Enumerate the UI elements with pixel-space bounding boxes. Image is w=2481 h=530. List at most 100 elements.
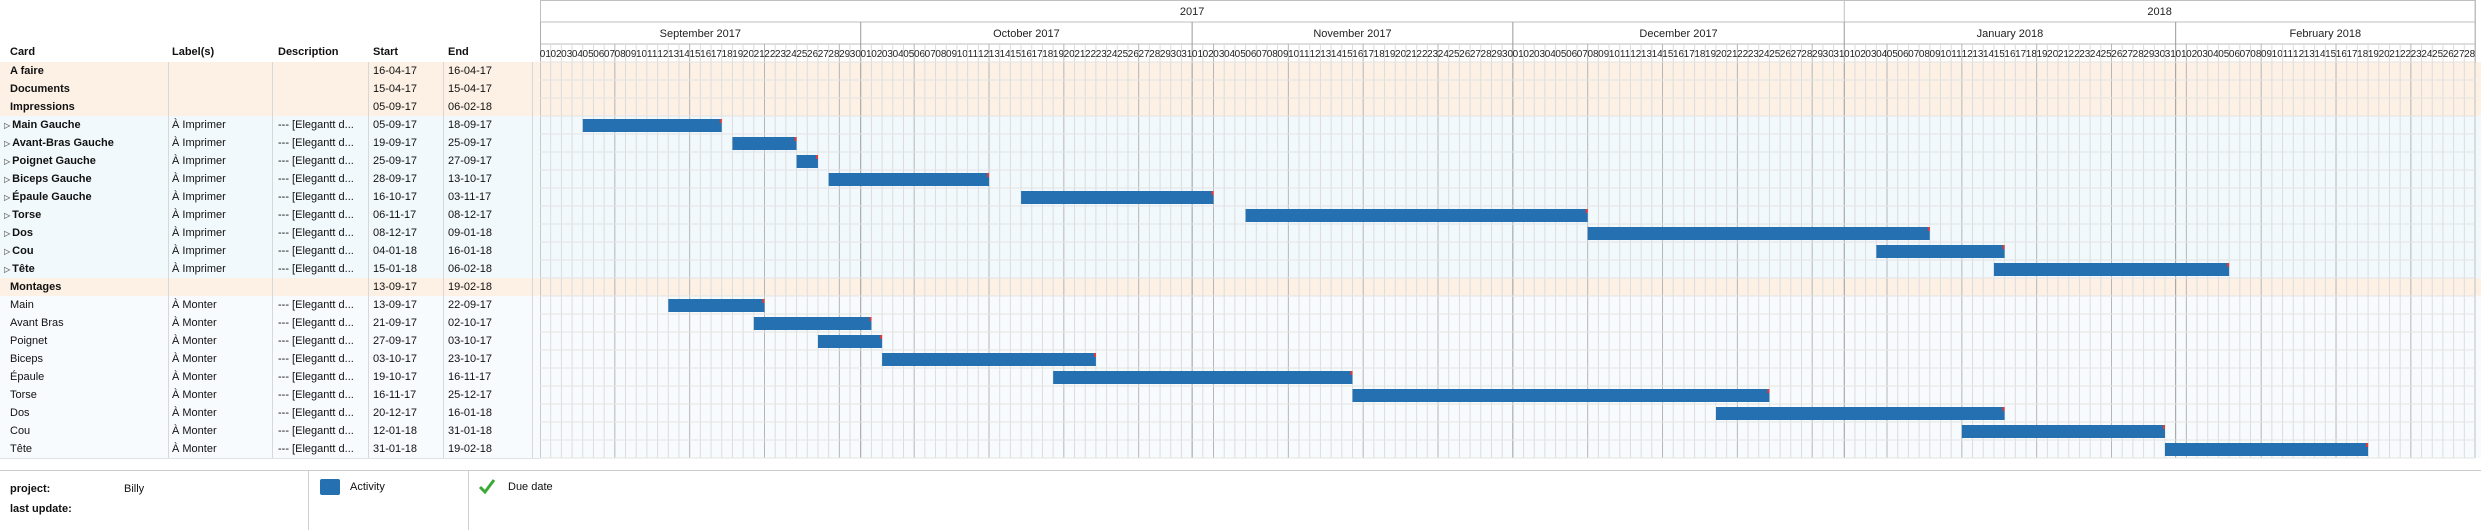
table-row[interactable]: Épaule À Monter --- [Elegantt d... 19-10-17…	[0, 368, 540, 387]
activity-bar[interactable]	[1876, 245, 2005, 258]
card-name[interactable]: Épaule	[10, 371, 45, 383]
column-divider	[368, 98, 369, 116]
column-divider	[443, 152, 444, 170]
table-row[interactable]: Biceps À Monter --- [Elegantt d... 03-10-17…	[0, 350, 540, 369]
activity-bar[interactable]	[1587, 227, 1930, 240]
card-name[interactable]: Poignet Gauche	[12, 155, 96, 167]
due-date-marker	[2002, 245, 2005, 249]
expand-icon[interactable]: ▷	[4, 211, 11, 220]
table-row[interactable]: ▷ Dos À Imprimer --- [Elegantt d... 08-12-17…	[0, 224, 540, 243]
due-date-marker	[1585, 209, 1588, 213]
column-divider	[168, 440, 169, 458]
card-name[interactable]: Cou	[10, 425, 31, 437]
expand-icon[interactable]: ▷	[4, 265, 11, 274]
card-name[interactable]: Dos	[10, 407, 30, 419]
day-label: 16	[1673, 49, 1685, 60]
activity-bar[interactable]	[828, 173, 990, 186]
card-name[interactable]: Poignet	[10, 335, 48, 347]
card-name[interactable]: Torse	[10, 389, 37, 401]
expand-icon[interactable]: ▷	[4, 139, 11, 148]
activity-bar[interactable]	[1993, 263, 2230, 276]
cell-label: À Imprimer	[172, 245, 226, 257]
card-name[interactable]: Main Gauche	[12, 119, 81, 131]
activity-bar[interactable]	[1245, 209, 1588, 222]
card-name[interactable]: Cou	[12, 245, 34, 257]
header-start[interactable]: Start	[373, 46, 399, 58]
activity-bar[interactable]	[882, 353, 1096, 366]
table-row[interactable]: ▷ Cou À Imprimer --- [Elegantt d... 04-01-18…	[0, 242, 540, 261]
day-label: 18	[1042, 49, 1054, 60]
card-name[interactable]: Main	[10, 299, 34, 311]
cell-label	[172, 80, 272, 98]
card-name[interactable]: Épaule Gauche	[12, 191, 92, 203]
activity-bar[interactable]	[1053, 371, 1353, 384]
expand-icon[interactable]: ▷	[4, 121, 11, 130]
table-row[interactable]: ▷ Avant-Bras Gauche À Imprimer --- [Elegant…	[0, 134, 540, 153]
activity-bar[interactable]	[2164, 443, 2369, 456]
activity-bar[interactable]	[753, 317, 872, 330]
table-row[interactable]: Dos À Monter --- [Elegantt d... 20-12-17 16-…	[0, 404, 540, 423]
card-name[interactable]: A faire	[10, 65, 44, 77]
card-name[interactable]: Avant-Bras Gauche	[12, 137, 114, 149]
day-label: 19	[732, 49, 744, 60]
group-row[interactable]: A faire 16-04-17 16-04-17	[0, 62, 540, 81]
column-divider	[168, 242, 169, 260]
expand-icon[interactable]: ▷	[4, 247, 11, 256]
table-row[interactable]: Cou À Monter --- [Elegantt d... 12-01-18 31-…	[0, 422, 540, 441]
group-row[interactable]: Montages 13-09-17 19-02-18	[0, 278, 540, 297]
day-label: 08	[615, 49, 627, 60]
cell-description: --- [Elegantt d...	[278, 299, 354, 311]
cell-end: 16-11-17	[448, 371, 492, 383]
activity-bar[interactable]	[582, 119, 722, 132]
card-name[interactable]: Dos	[12, 227, 33, 239]
footer-divider	[308, 471, 309, 530]
group-row[interactable]: Documents 15-04-17 15-04-17	[0, 80, 540, 99]
header-description[interactable]: Description	[278, 46, 339, 58]
card-name[interactable]: Avant Bras	[10, 317, 64, 329]
activity-bar[interactable]	[668, 299, 765, 312]
expand-icon[interactable]: ▷	[4, 193, 11, 202]
day-label: 02	[1523, 49, 1535, 60]
activity-bar[interactable]	[1961, 425, 2165, 438]
card-name[interactable]: Torse	[12, 209, 42, 221]
table-row[interactable]: ▷ Épaule Gauche À Imprimer --- [Elegantt d.…	[0, 188, 540, 207]
activity-bar[interactable]	[817, 335, 883, 348]
day-label: 11	[2283, 49, 2294, 60]
due-date-marker	[1767, 389, 1770, 393]
group-row[interactable]: Impressions 05-09-17 06-02-18	[0, 98, 540, 117]
table-row[interactable]: ▷ Main Gauche À Imprimer --- [Elegantt d...…	[0, 116, 540, 135]
table-row[interactable]: ▷ Biceps Gauche À Imprimer --- [Elegantt d.…	[0, 170, 540, 189]
column-divider	[368, 80, 369, 98]
table-row[interactable]: Poignet À Monter --- [Elegantt d... 27-09-1…	[0, 332, 540, 351]
expand-icon[interactable]: ▷	[4, 229, 11, 238]
table-row[interactable]: Main À Monter --- [Elegantt d... 13-09-17 22…	[0, 296, 540, 315]
activity-bar[interactable]	[1715, 407, 2005, 420]
expand-icon[interactable]: ▷	[4, 175, 11, 184]
header-labels[interactable]: Label(s)	[172, 46, 215, 58]
activity-bar[interactable]	[732, 137, 797, 150]
activity-bar[interactable]	[1021, 191, 1214, 204]
cell-card: Torse	[10, 386, 170, 404]
card-name[interactable]: Impressions	[10, 101, 75, 113]
activity-bar[interactable]	[1352, 389, 1770, 402]
day-label: 08	[2250, 49, 2262, 60]
table-row[interactable]: Tête À Monter --- [Elegantt d... 31-01-18 19…	[0, 440, 540, 459]
column-divider	[168, 386, 169, 404]
card-name[interactable]: Tête	[10, 443, 33, 455]
day-label: 16	[2004, 49, 2016, 60]
header-card[interactable]: Card	[10, 46, 36, 58]
card-name[interactable]: Tête	[12, 263, 35, 275]
expand-icon[interactable]: ▷	[4, 157, 11, 166]
table-row[interactable]: ▷ Torse À Imprimer --- [Elegantt d... 06-11-…	[0, 206, 540, 225]
card-name[interactable]: Biceps Gauche	[12, 173, 92, 185]
card-name[interactable]: Documents	[10, 83, 70, 95]
card-name[interactable]: Biceps	[10, 353, 44, 365]
card-name[interactable]: Montages	[10, 281, 62, 293]
table-row[interactable]: Avant Bras À Monter --- [Elegantt d... 21-0…	[0, 314, 540, 333]
header-end[interactable]: End	[448, 46, 469, 58]
table-row[interactable]: Torse À Monter --- [Elegantt d... 16-11-17 2…	[0, 386, 540, 405]
day-label: 15	[1662, 49, 1674, 60]
table-row[interactable]: ▷ Poignet Gauche À Imprimer --- [Elegantt d…	[0, 152, 540, 171]
activity-bar[interactable]	[796, 155, 818, 168]
table-row[interactable]: ▷ Tête À Imprimer --- [Elegantt d... 15-01-1…	[0, 260, 540, 279]
